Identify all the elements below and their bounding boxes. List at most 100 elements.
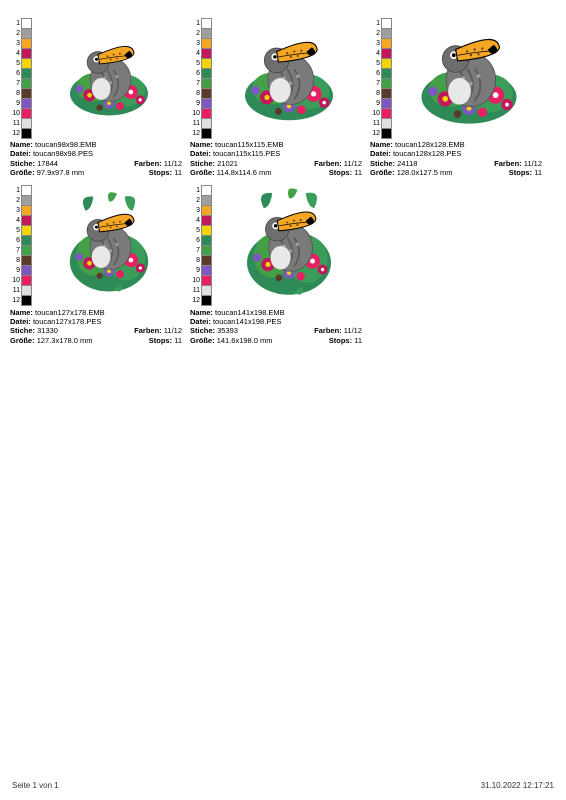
swatch-number: 1 xyxy=(370,20,381,27)
swatch-number: 9 xyxy=(190,267,201,274)
swatch-number: 8 xyxy=(190,257,201,264)
swatch-number: 4 xyxy=(10,50,21,57)
label-colors: Farben: xyxy=(494,159,522,168)
swatch-row: 9 xyxy=(10,98,32,108)
swatch-row: 10 xyxy=(190,108,212,118)
swatch-row: 8 xyxy=(10,256,32,266)
swatch-row: 9 xyxy=(190,98,212,108)
swatch-row: 2 xyxy=(190,28,212,38)
swatch-row: 1 xyxy=(370,18,392,28)
swatch-row: 3 xyxy=(190,206,212,216)
swatch-number: 9 xyxy=(10,267,21,274)
swatch-number: 8 xyxy=(10,257,21,264)
value-colors: 11/12 xyxy=(344,326,362,335)
swatch-row: 5 xyxy=(190,226,212,236)
footer: Seite 1 von 1 31.10.2022 12:17:21 xyxy=(12,781,554,790)
swatch-number: 10 xyxy=(370,110,381,117)
swatch-number: 1 xyxy=(10,20,21,27)
swatch-row: 6 xyxy=(10,68,32,78)
label-size: Größe: xyxy=(10,336,35,345)
swatch-row: 11 xyxy=(190,118,212,128)
value-stops: 11 xyxy=(534,168,542,177)
design-info: Name: toucan98x98.EMB Datei: toucan98x98… xyxy=(10,140,182,178)
swatch-row: 12 xyxy=(190,128,212,138)
swatch-number: 9 xyxy=(370,100,381,107)
swatch-row: 4 xyxy=(190,216,212,226)
design-card: 123456789101112 xyxy=(10,18,182,178)
design-card: 123456789101112 xyxy=(190,18,362,178)
swatch-number: 4 xyxy=(190,217,201,224)
swatch-number: 2 xyxy=(10,197,21,204)
swatch-row: 3 xyxy=(190,38,212,48)
design-preview xyxy=(36,18,182,138)
swatch-row: 5 xyxy=(10,58,32,68)
color-palette: 123456789101112 xyxy=(190,18,212,138)
swatch-row: 8 xyxy=(10,88,32,98)
swatch-number: 2 xyxy=(190,30,201,37)
color-palette: 123456789101112 xyxy=(370,18,392,138)
swatch-number: 5 xyxy=(190,227,201,234)
label-size: Größe: xyxy=(190,336,215,345)
swatch-number: 6 xyxy=(190,237,201,244)
swatch-row: 2 xyxy=(10,196,32,206)
label-stitches: Stiche: xyxy=(370,159,395,168)
label-stops: Stops: xyxy=(149,336,172,345)
value-colors: 11/12 xyxy=(344,159,362,168)
swatch-row: 3 xyxy=(370,38,392,48)
label-stops: Stops: xyxy=(329,168,352,177)
value-name: toucan115x115.EMB xyxy=(215,140,284,149)
value-colors: 11/12 xyxy=(164,159,182,168)
swatch-number: 5 xyxy=(10,60,21,67)
toucan-illustration xyxy=(216,186,362,306)
swatch-number: 11 xyxy=(10,120,21,127)
swatch-row: 7 xyxy=(190,78,212,88)
swatch-row: 11 xyxy=(10,118,32,128)
swatch-color xyxy=(21,295,32,306)
swatch-row: 12 xyxy=(10,128,32,138)
design-info: Name: toucan128x128.EMB Datei: toucan128… xyxy=(370,140,542,178)
color-palette: 123456789101112 xyxy=(10,186,32,306)
swatch-row: 2 xyxy=(190,196,212,206)
swatch-row: 10 xyxy=(190,276,212,286)
color-palette: 123456789101112 xyxy=(10,18,32,138)
swatch-number: 11 xyxy=(190,287,201,294)
swatch-number: 6 xyxy=(370,70,381,77)
value-stops: 11 xyxy=(354,336,362,345)
swatch-row: 11 xyxy=(370,118,392,128)
design-card: 123456789101112 xyxy=(190,186,362,346)
swatch-number: 11 xyxy=(10,287,21,294)
swatch-row: 10 xyxy=(10,108,32,118)
swatch-number: 11 xyxy=(190,120,201,127)
label-name: Name: xyxy=(10,140,33,149)
swatch-number: 10 xyxy=(10,277,21,284)
swatch-row: 7 xyxy=(10,246,32,256)
label-size: Größe: xyxy=(190,168,215,177)
swatch-row: 6 xyxy=(190,236,212,246)
label-file: Datei: xyxy=(190,317,211,326)
swatch-row: 10 xyxy=(10,276,32,286)
swatch-row: 1 xyxy=(10,18,32,28)
value-size: 97.9x97.8 mm xyxy=(37,168,85,177)
value-colors: 11/12 xyxy=(164,326,182,335)
swatch-row: 6 xyxy=(370,68,392,78)
value-name: toucan128x128.EMB xyxy=(395,140,465,149)
value-stitches: 21021 xyxy=(217,159,238,168)
design-preview xyxy=(36,186,182,306)
label-name: Name: xyxy=(190,140,213,149)
design-preview xyxy=(396,18,542,138)
swatch-number: 2 xyxy=(370,30,381,37)
swatch-number: 9 xyxy=(190,100,201,107)
swatch-row: 1 xyxy=(190,186,212,196)
toucan-illustration xyxy=(216,18,362,138)
swatch-number: 8 xyxy=(190,90,201,97)
design-info: Name: toucan141x198.EMB Datei: toucan141… xyxy=(190,308,362,346)
value-file: toucan141x198.PES xyxy=(213,317,281,326)
swatch-row: 9 xyxy=(190,266,212,276)
swatch-row: 6 xyxy=(10,236,32,246)
swatch-number: 4 xyxy=(10,217,21,224)
swatch-row: 4 xyxy=(190,48,212,58)
label-stitches: Stiche: xyxy=(10,326,35,335)
swatch-number: 3 xyxy=(190,207,201,214)
value-name: toucan141x198.EMB xyxy=(215,308,285,317)
swatch-number: 7 xyxy=(190,80,201,87)
